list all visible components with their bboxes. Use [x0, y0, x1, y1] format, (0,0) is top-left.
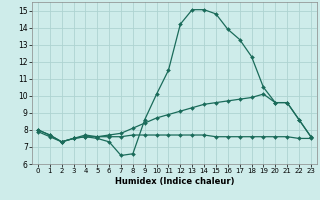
X-axis label: Humidex (Indice chaleur): Humidex (Indice chaleur) — [115, 177, 234, 186]
